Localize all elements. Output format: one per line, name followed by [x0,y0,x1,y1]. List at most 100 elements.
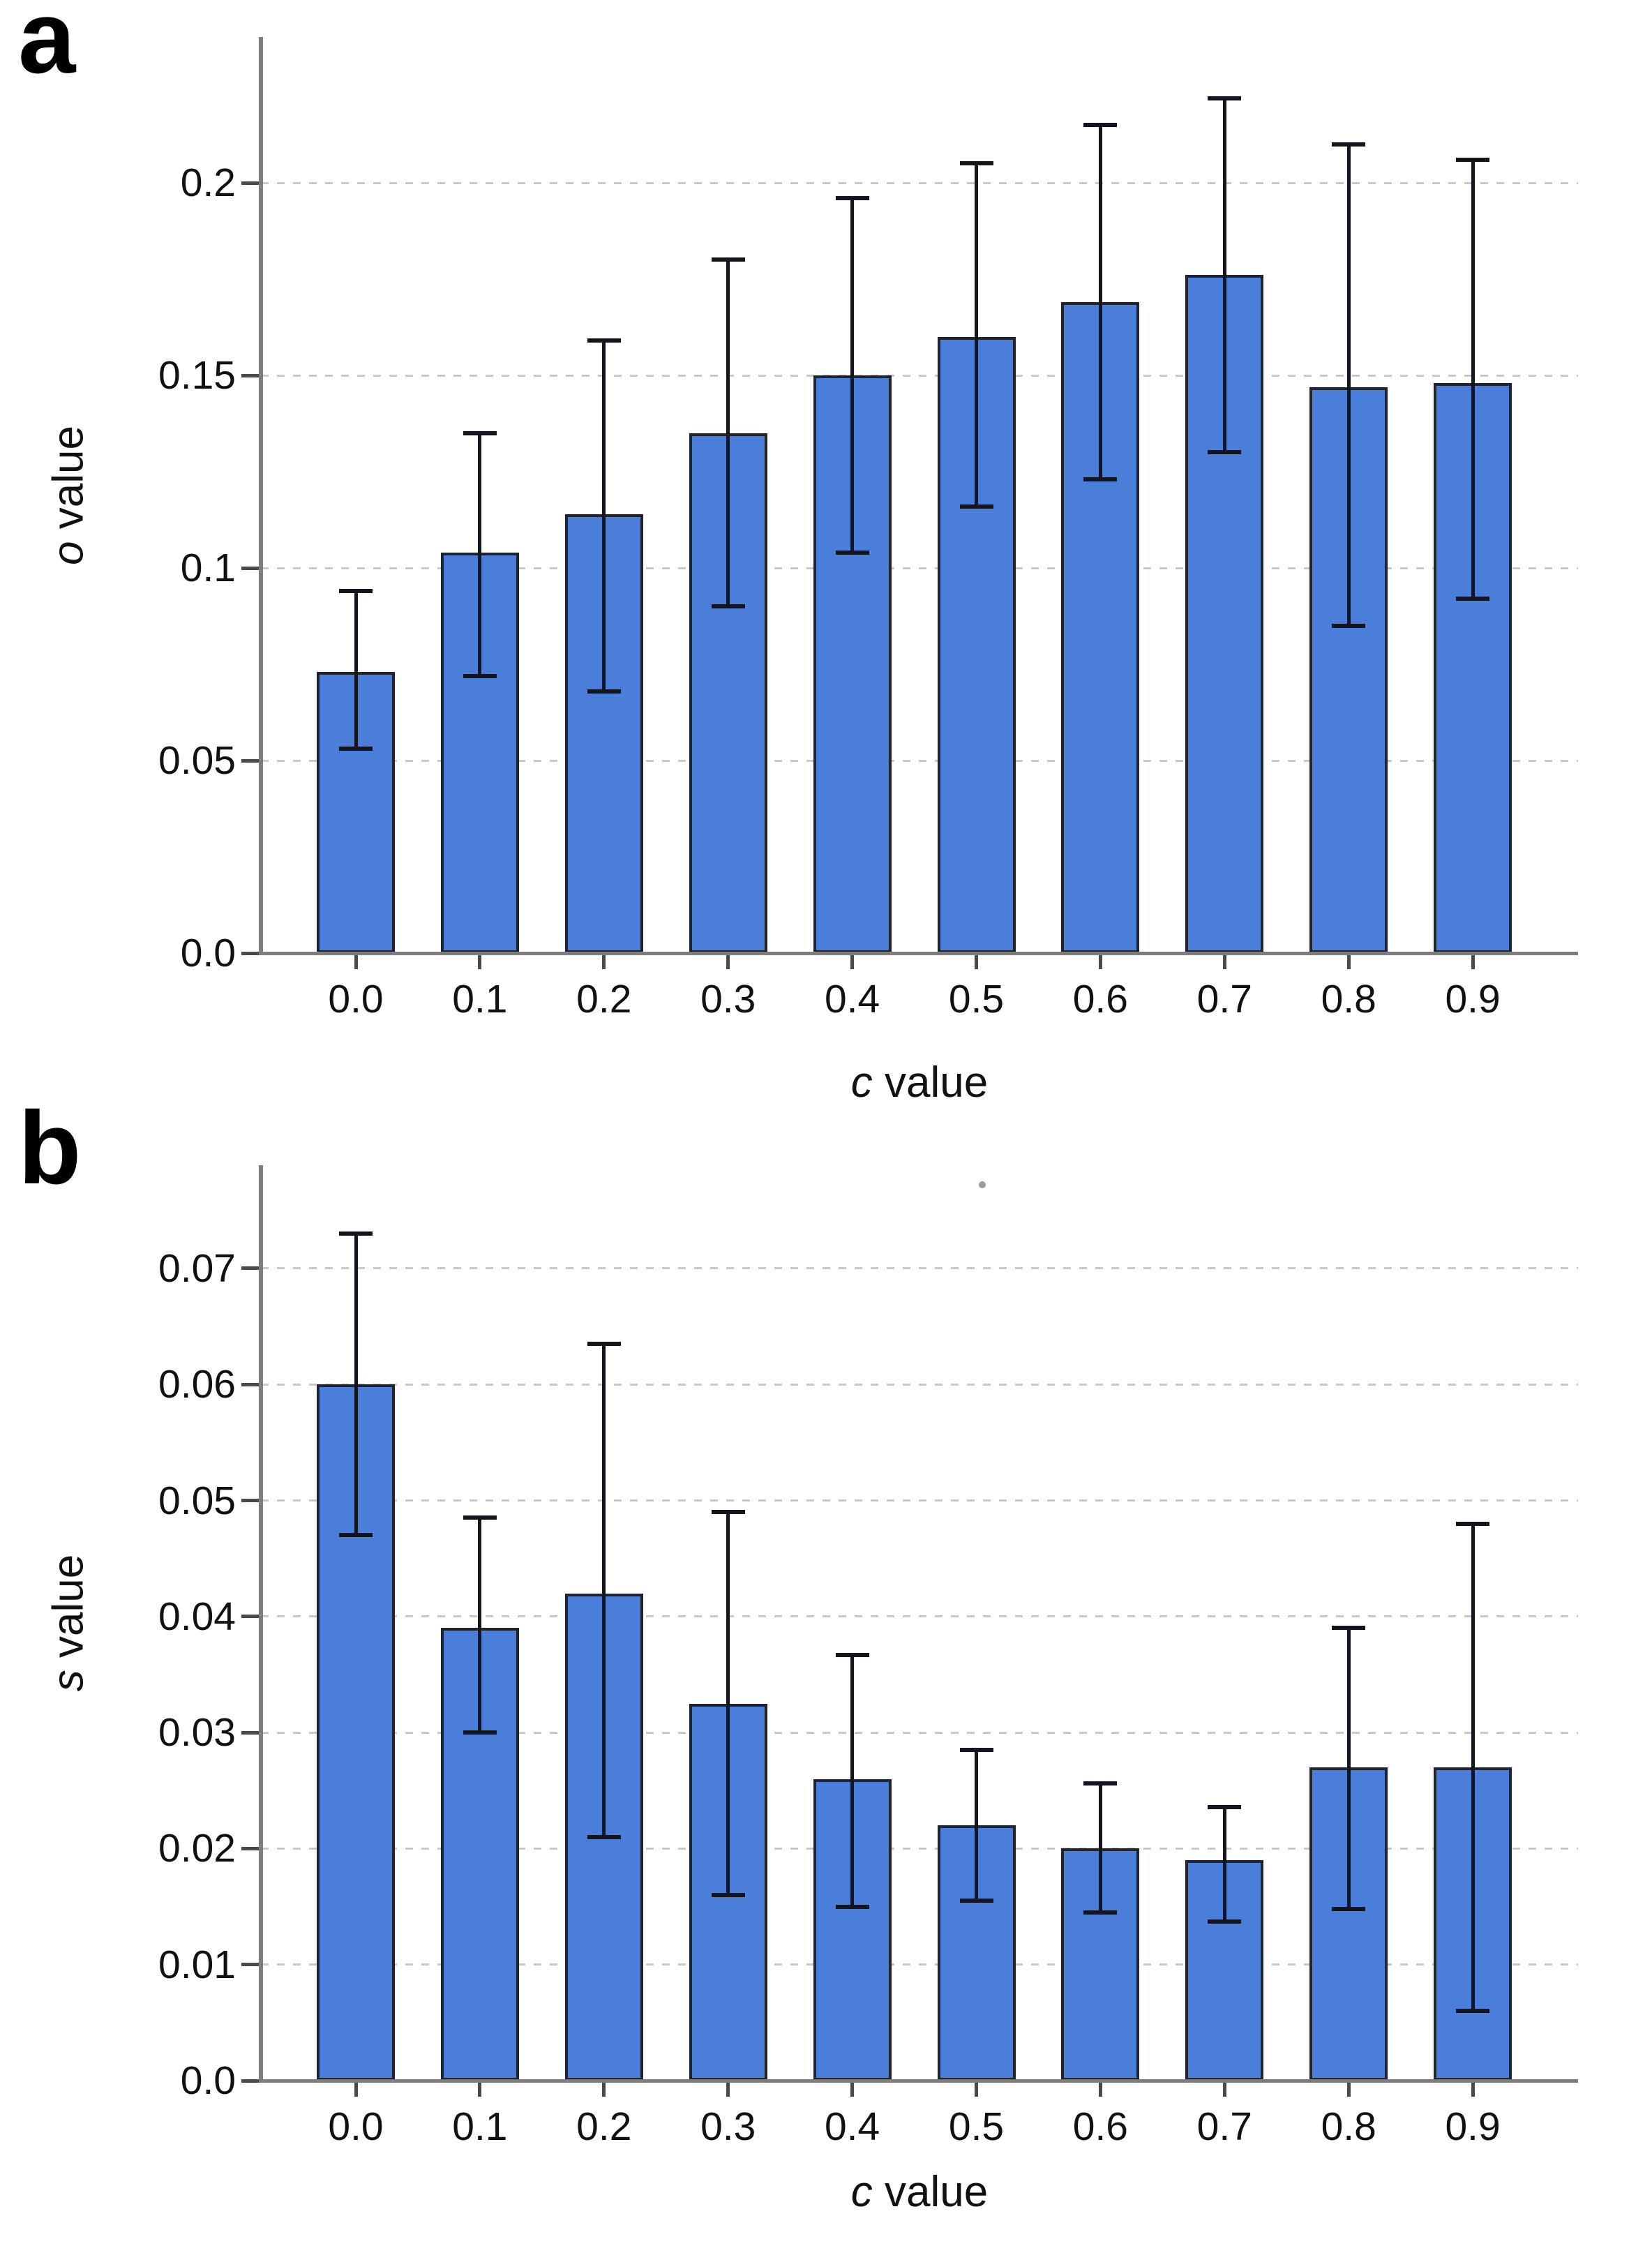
gridline [261,759,1578,762]
error-bar-cap [463,1730,497,1735]
x-axis [259,2079,1578,2083]
x-tick-label: 0.1 [452,977,508,1021]
y-tick-mark [241,1382,261,1386]
error-bar-cap [1083,1781,1118,1786]
error-bar-line [354,1234,358,1536]
y-tick-mark [241,1730,261,1735]
y-tick-label: 0.02 [158,1826,236,1871]
y-axis [259,1165,263,2083]
gridline [261,181,1578,184]
y-tick-mark [241,373,261,377]
x-tick-mark [1346,955,1351,969]
x-tick-label: 0.7 [1196,2104,1252,2149]
x-tick-label: 0.9 [1445,2104,1501,2149]
x-axis [259,952,1578,955]
x-axis-label: c value [703,1058,1136,1107]
error-bar-line [1471,159,1475,599]
error-bar-cap [959,504,993,509]
error-bar-line [354,591,358,749]
error-bar-line [1098,125,1102,480]
gridline [261,374,1578,377]
y-tick-mark [241,566,261,570]
error-bar-cap [587,1834,621,1839]
error-bar-line [602,340,606,691]
error-bar-cap [339,1533,373,1538]
error-bar-cap [1083,1910,1118,1915]
y-tick-label: 0.01 [158,1942,236,1987]
error-bar-cap [1083,123,1118,128]
y-tick-mark [241,2079,261,2083]
x-tick-label: 0.3 [700,977,756,1021]
error-bar-cap [339,589,373,594]
y-tick-mark [241,1846,261,1850]
error-bar-cap [1208,1919,1242,1924]
error-bar-line [1346,144,1351,626]
y-axis [259,37,263,955]
error-bar-line [975,1750,978,1901]
y-tick-label: 0.05 [158,1478,236,1523]
gridline [261,1615,1578,1618]
x-tick-mark [726,2083,730,2097]
error-bar-cap [711,604,745,609]
error-bar-cap [1332,1626,1366,1631]
axis-variable-letter: s [44,1670,93,1692]
error-bar-cap [835,550,869,555]
x-tick-label: 0.6 [1072,2104,1129,2149]
x-tick-label: 0.1 [452,2104,508,2149]
error-bar-cap [1332,142,1366,147]
error-bar-line [478,433,482,676]
error-bar-cap [587,689,621,694]
x-tick-label: 0.2 [576,977,632,1021]
error-bar-line [726,260,730,607]
error-bar-cap [835,1904,869,1909]
error-bar-line [726,1512,730,1895]
error-bar-line [1346,1628,1351,1909]
y-axis-label: s value [44,1555,93,1691]
y-tick-mark [241,1963,261,1967]
y-tick-mark [241,1266,261,1271]
error-bar-cap [587,338,621,343]
y-tick-label: 0.06 [158,1362,236,1407]
x-tick-mark [1471,955,1475,969]
gridline [261,567,1578,569]
error-bar-cap [1208,96,1242,100]
x-tick-label: 0.9 [1445,977,1501,1021]
error-bar-line [850,198,855,553]
error-bar-cap [463,1515,497,1520]
error-bar-cap [1208,1804,1242,1809]
axis-label-text: value [872,2168,989,2216]
x-tick-label: 0.7 [1196,977,1252,1021]
error-bar-cap [1456,597,1490,601]
x-tick-label: 0.4 [824,977,880,1021]
gridline [261,1499,1578,1502]
error-bar-cap [463,673,497,678]
error-bar-cap [339,747,373,751]
x-tick-mark [478,2083,482,2097]
error-bar-line [850,1654,855,1907]
x-tick-label: 0.3 [700,2104,756,2149]
error-bar-line [1098,1783,1102,1912]
error-bar-cap [587,1341,621,1346]
x-tick-mark [354,2083,358,2097]
error-bar-cap [835,1652,869,1657]
error-bar-cap [1332,1906,1366,1911]
error-bar-cap [1456,1521,1490,1526]
x-tick-mark [602,955,606,969]
gridline [261,1383,1578,1386]
y-tick-mark [241,181,261,185]
error-bar-cap [959,1899,993,1903]
x-tick-mark [975,2083,978,2097]
gridline [261,1847,1578,1850]
error-bar-cap [711,1892,745,1897]
y-tick-label: 0.07 [158,1245,236,1291]
gridline [261,1731,1578,1734]
error-bar-cap [959,1748,993,1753]
y-tick-label: 0.05 [158,738,236,783]
stray-dot [979,1181,986,1188]
error-bar-cap [835,196,869,201]
x-tick-label: 0.6 [1072,977,1129,1021]
y-tick-label: 0.0 [180,931,236,975]
y-tick-label: 0.2 [180,160,236,205]
